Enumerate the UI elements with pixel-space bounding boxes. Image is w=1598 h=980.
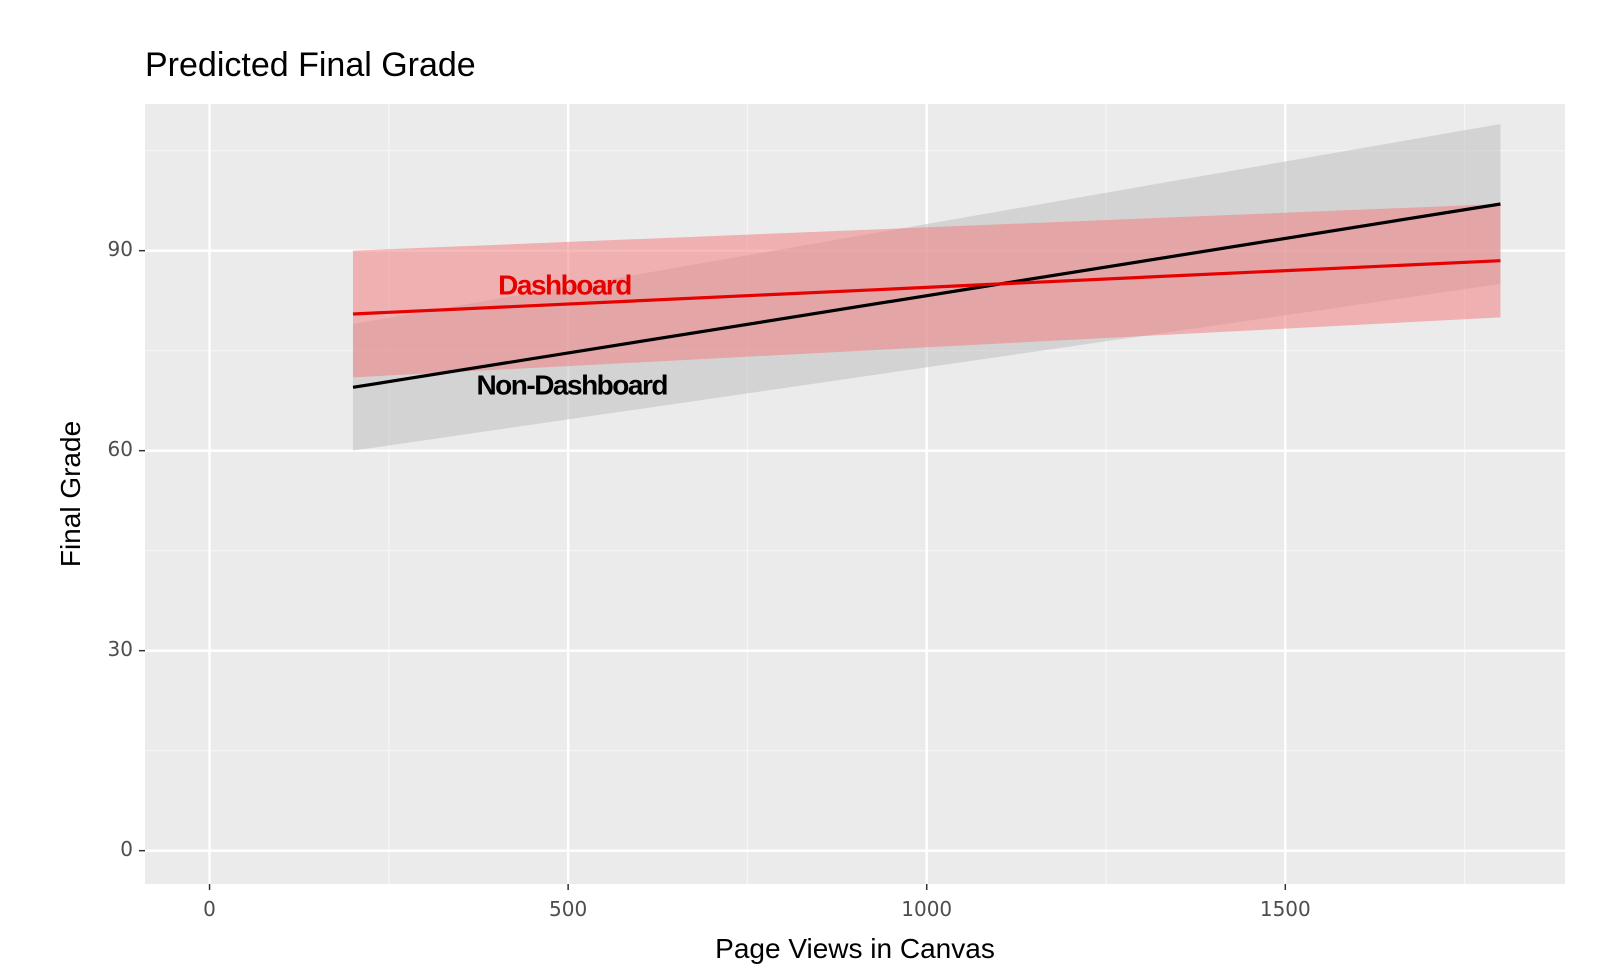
- confidence-band-dashboard: [352, 204, 1501, 378]
- x-tick-label: 1000: [901, 897, 952, 921]
- x-axis: 0 500 1000 1500: [203, 884, 1311, 921]
- annotation-non-dashboard: Non-Dashboard: [476, 370, 667, 401]
- series-lines: [352, 202, 1501, 389]
- x-tick-label: 500: [549, 897, 587, 921]
- y-tick-label: 60: [108, 437, 133, 461]
- annotation-dashboard: Dashboard: [498, 270, 631, 301]
- y-axis-title: Final Grade: [55, 421, 86, 567]
- x-tick-label: 0: [203, 897, 216, 921]
- series-annotations: Dashboard Non-Dashboard: [476, 270, 668, 401]
- series-line-non-dashboard: [352, 202, 1501, 389]
- y-axis: 0 30 60 90: [108, 237, 145, 861]
- y-tick-label: 0: [120, 837, 133, 861]
- y-tick-label: 30: [108, 637, 133, 661]
- chart-title: Predicted Final Grade: [145, 46, 476, 84]
- series-line-dashboard: [352, 259, 1501, 316]
- x-tick-label: 1500: [1260, 897, 1311, 921]
- y-tick-label: 90: [108, 237, 133, 261]
- x-axis-title: Page Views in Canvas: [715, 933, 995, 964]
